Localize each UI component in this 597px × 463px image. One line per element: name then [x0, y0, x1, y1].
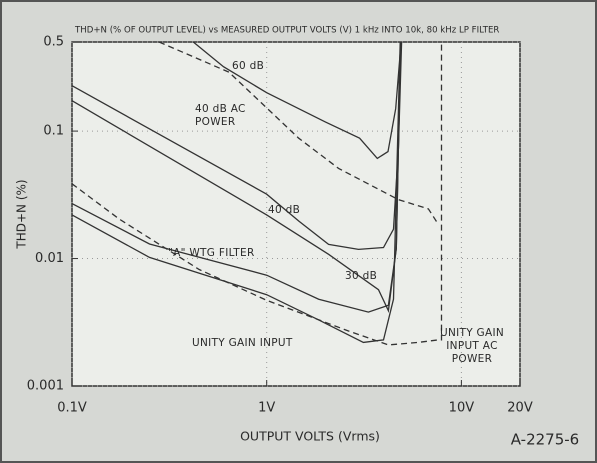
y-tick-label: 0.5 [43, 35, 64, 50]
curve [71, 41, 401, 344]
x-tick-label: 0.1V [57, 401, 87, 416]
plot-area [71, 41, 521, 387]
curve-label: "A" WTG FILTER [168, 247, 255, 259]
curves [71, 41, 443, 346]
x-axis-label: OUTPUT VOLTS (Vrms) [240, 429, 380, 444]
chart-title: THD+N (% OF OUTPUT LEVEL) vs MEASURED OU… [74, 26, 499, 36]
curve-label: UNITY GAIN INPUT AC POWER [439, 327, 505, 365]
x-tick-label: 10V [449, 401, 475, 416]
figure-id: A-2275-6 [511, 431, 579, 449]
curve-label: 60 dB [232, 60, 265, 72]
x-tick-label: 1V [258, 401, 275, 416]
y-tick-label: 0.1 [43, 124, 64, 139]
grid [71, 41, 521, 387]
y-tick-label: 0.001 [27, 379, 64, 394]
x-tick-label: 20V [507, 401, 533, 416]
curve [192, 41, 402, 160]
curve-label: 40 dB [268, 204, 301, 216]
curve-label: 30 dB [345, 270, 378, 282]
y-axis-label: THD+N (%) [15, 179, 29, 249]
y-tick-label: 0.01 [35, 251, 64, 266]
curve-label: 40 dB AC POWER [195, 103, 246, 128]
curve-label: UNITY GAIN INPUT [192, 337, 293, 349]
curve [158, 41, 439, 225]
